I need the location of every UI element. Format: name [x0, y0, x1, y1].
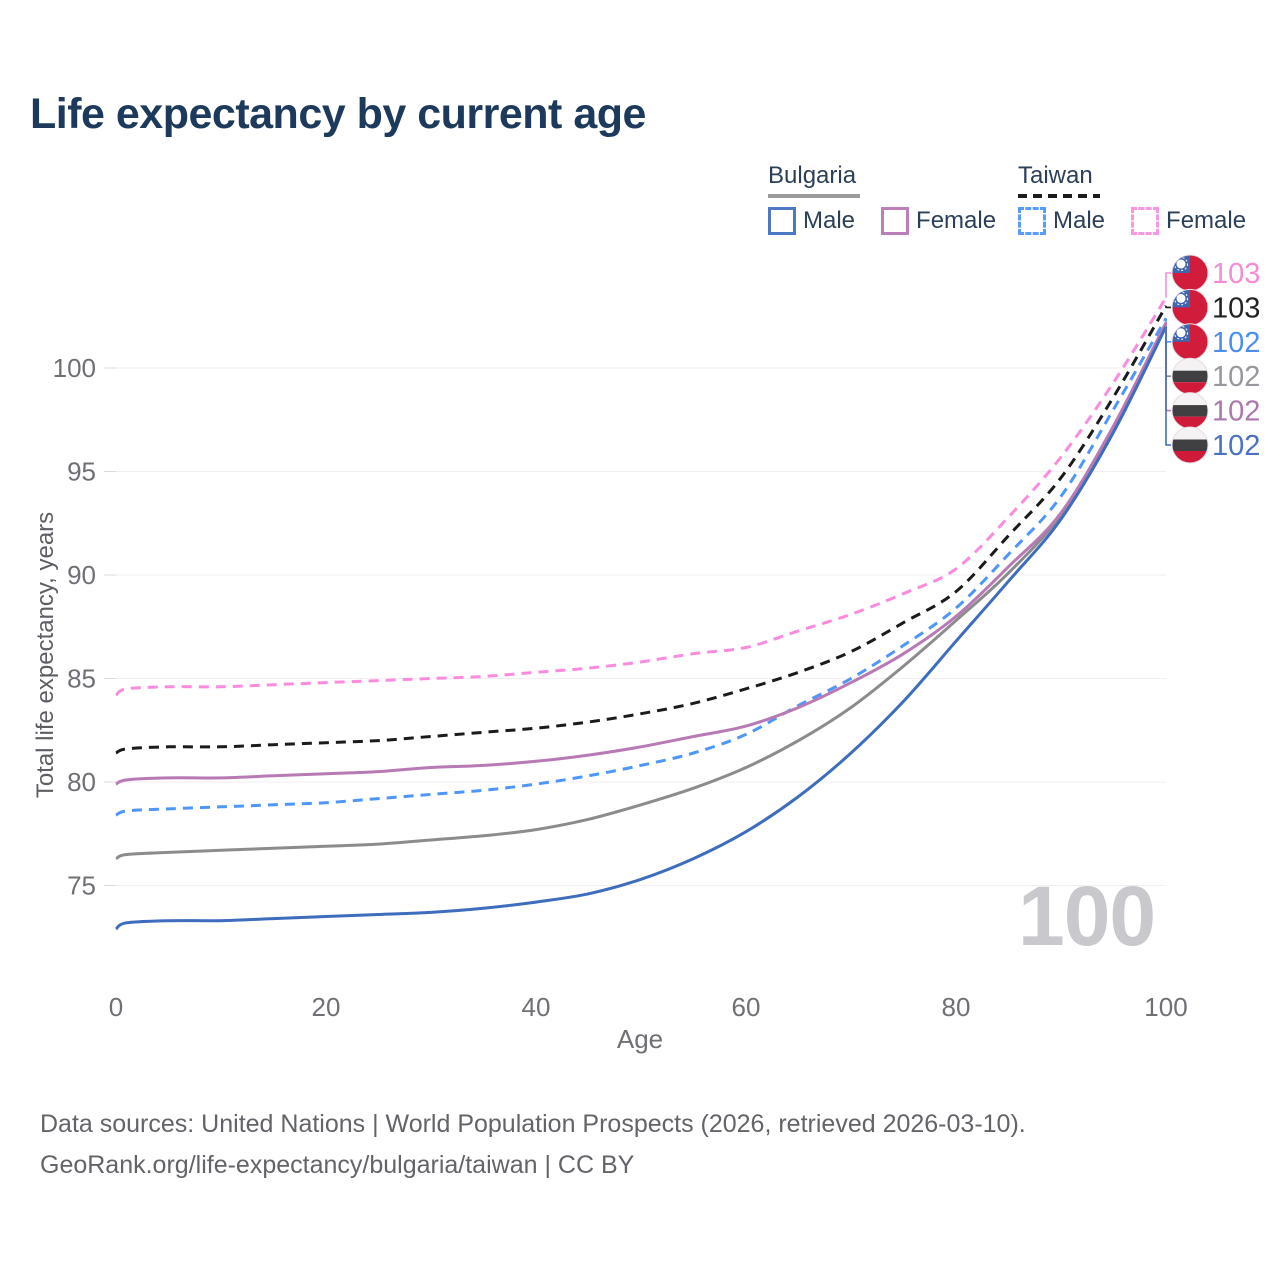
legend-label: Male — [803, 207, 856, 234]
series-line-taiwan-female — [115, 296, 1168, 697]
taiwan-female-swatch-icon — [1131, 207, 1160, 235]
legend-group-taiwan: Taiwan Male Female — [1018, 162, 1246, 235]
legend-item-taiwan-female[interactable]: Female — [1131, 207, 1246, 235]
x-tick-label: 60 — [732, 992, 761, 1022]
y-tick-label: 75 — [67, 871, 96, 901]
end-label-value-bulgaria-male: 102 — [1212, 430, 1260, 462]
end-label-value-bulgaria-total: 102 — [1212, 361, 1260, 393]
end-label-connector-taiwan-female — [1165, 272, 1171, 298]
data-sources-line: Data sources: United Nations | World Pop… — [40, 1110, 1026, 1138]
flag-icon-bulgaria — [1171, 392, 1209, 430]
series-line-taiwan-total — [115, 305, 1168, 755]
legend-country-bulgaria: Bulgaria — [768, 162, 857, 189]
flag-icon-bulgaria — [1171, 357, 1209, 395]
end-label-connector-taiwan-total — [1165, 305, 1171, 309]
x-tick-label: 100 — [1144, 992, 1187, 1022]
series-line-bulgaria-female — [115, 321, 1168, 786]
x-tick-label: 40 — [522, 992, 551, 1022]
legend-label: Female — [1166, 207, 1247, 234]
legend-item-bulgaria-male[interactable]: Male — [768, 207, 855, 235]
flag-icon-taiwan — [1171, 288, 1209, 326]
y-axis-title: Total life expectancy, years — [32, 511, 59, 799]
flag-icon-taiwan — [1171, 254, 1209, 292]
series-line-bulgaria-male — [115, 325, 1168, 931]
page-title: Life expectancy by current age — [30, 90, 646, 138]
end-label-value-taiwan-male: 102 — [1212, 327, 1260, 359]
end-label-connector-bulgaria-male — [1165, 326, 1171, 446]
x-tick-label: 20 — [312, 992, 341, 1022]
y-tick-label: 85 — [67, 664, 96, 694]
y-tick-label: 90 — [67, 560, 96, 590]
flag-icon-taiwan — [1171, 323, 1209, 361]
legend-item-taiwan-male[interactable]: Male — [1018, 207, 1105, 235]
footer: Data sources: United Nations | World Pop… — [40, 1104, 1026, 1186]
series-line-taiwan-male — [115, 317, 1168, 817]
end-label-value-taiwan-total: 103 — [1212, 292, 1260, 324]
bulgaria-male-swatch-icon — [768, 207, 796, 235]
attribution-line: GeoRank.org/life-expectancy/bulgaria/tai… — [40, 1151, 635, 1179]
y-tick-label: 100 — [53, 353, 96, 383]
y-tick-label: 80 — [67, 767, 96, 797]
series-line-bulgaria-total — [115, 323, 1168, 860]
legend-country-taiwan: Taiwan — [1018, 162, 1093, 189]
flag-icon-bulgaria — [1171, 426, 1209, 464]
plot-area[interactable] — [116, 290, 1166, 960]
legend-item-bulgaria-female[interactable]: Female — [881, 207, 996, 235]
bulgaria-line-style-sample — [768, 194, 860, 198]
taiwan-male-swatch-icon — [1018, 207, 1046, 235]
taiwan-line-style-sample — [1018, 194, 1100, 198]
legend-group-bulgaria: Bulgaria Male Female — [768, 162, 996, 235]
y-tick-label: 95 — [67, 457, 96, 487]
x-tick-label: 0 — [109, 992, 123, 1022]
age-cursor-value: 100 — [1018, 869, 1156, 963]
legend-label: Female — [916, 207, 997, 234]
legend-label: Male — [1053, 207, 1106, 234]
x-tick-label: 80 — [942, 992, 971, 1022]
end-label-value-taiwan-female: 103 — [1212, 258, 1260, 290]
bulgaria-female-swatch-icon — [881, 207, 910, 235]
end-label-value-bulgaria-female: 102 — [1212, 396, 1260, 428]
x-axis-title: Age — [616, 1024, 664, 1054]
